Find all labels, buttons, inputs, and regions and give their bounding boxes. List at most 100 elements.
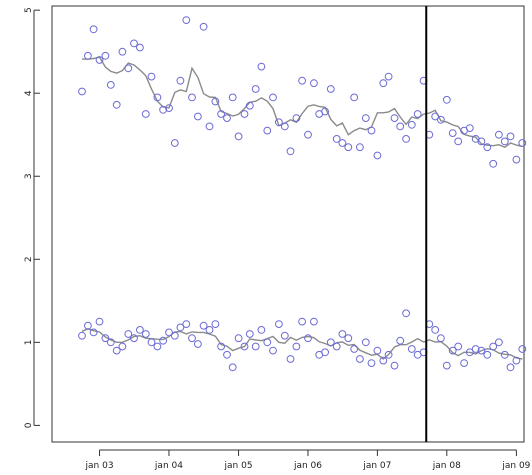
x-tick-label: jan 09 [501, 461, 530, 471]
data-point [321, 107, 330, 116]
data-point [361, 114, 370, 122]
data-points [78, 16, 527, 372]
data-point [506, 132, 515, 141]
data-point [460, 359, 469, 368]
data-point [361, 338, 370, 347]
axes: 0 1 2 3 4 5 jan 03 jan 04 jan 05 jan 06 jan 07 jan … [24, 5, 531, 471]
data-point [106, 81, 115, 89]
data-point [245, 101, 254, 110]
data-point [407, 345, 416, 353]
data-point [257, 62, 266, 71]
data-point [194, 112, 202, 121]
data-point [95, 317, 104, 326]
data-point [454, 342, 463, 351]
data-point [413, 110, 422, 118]
data-point [89, 25, 98, 34]
data-point [384, 350, 393, 359]
data-point [437, 334, 445, 343]
data-point [228, 93, 237, 102]
data-point [477, 346, 486, 355]
data-point [245, 330, 254, 338]
data-point [396, 122, 405, 131]
data-point [199, 321, 208, 330]
data-point [223, 114, 231, 122]
data-point [442, 95, 451, 104]
data-point [367, 359, 376, 368]
data-point [326, 338, 335, 347]
data-point [407, 120, 416, 129]
data-point [500, 350, 509, 359]
data-point [471, 345, 480, 353]
data-point [84, 51, 92, 60]
data-point [101, 334, 110, 343]
y-tick-label: 5 [24, 7, 34, 13]
data-point [165, 328, 173, 337]
data-point [326, 85, 335, 93]
data-point [350, 345, 359, 353]
data-point [257, 326, 266, 334]
data-point [431, 326, 440, 334]
data-point [338, 330, 347, 338]
y-tick-label: 1 [24, 339, 34, 345]
data-point [269, 93, 277, 102]
data-point [182, 320, 191, 329]
trend-line-series-1 [81, 56, 523, 149]
y-tick-label: 3 [24, 173, 34, 179]
data-point [263, 126, 272, 135]
data-point [280, 331, 289, 340]
data-point [159, 105, 168, 114]
data-point [251, 85, 260, 93]
data-point [431, 112, 440, 121]
data-point [78, 87, 86, 96]
data-point [390, 114, 399, 122]
data-point [286, 355, 295, 363]
data-point [304, 334, 312, 343]
data-point [182, 16, 191, 25]
data-point [240, 110, 249, 118]
data-point [489, 159, 498, 168]
x-tick-label: jan 08 [432, 461, 461, 471]
trend-line-series-2 [81, 328, 523, 360]
plot-frame [51, 5, 525, 443]
data-point [367, 126, 376, 135]
data-point [112, 100, 121, 109]
data-point [240, 342, 249, 351]
data-point [379, 356, 388, 365]
data-point [234, 132, 243, 141]
data-point [194, 340, 202, 348]
data-point [136, 326, 144, 334]
data-point [292, 114, 301, 122]
data-point [373, 346, 382, 355]
data-point [465, 124, 474, 133]
data-point [379, 79, 388, 88]
data-point [448, 346, 457, 355]
data-point [136, 43, 144, 52]
data-point [153, 93, 162, 102]
data-point [147, 338, 156, 347]
data-point [124, 64, 133, 73]
data-point [130, 39, 138, 48]
data-point [344, 334, 353, 343]
data-point [275, 320, 283, 329]
data-point [280, 122, 289, 131]
data-point [106, 338, 115, 347]
data-point [442, 361, 451, 370]
data-point [350, 93, 359, 102]
data-point [251, 342, 260, 351]
x-tick-label: jan 06 [293, 461, 322, 471]
data-point [298, 317, 307, 326]
data-point [483, 143, 492, 152]
data-point [118, 342, 127, 351]
data-point [338, 139, 347, 147]
data-point [286, 147, 295, 156]
data-point [188, 93, 196, 102]
data-point [483, 350, 492, 359]
data-point [332, 342, 341, 351]
data-point [176, 76, 185, 85]
y-tick-label: 2 [24, 256, 34, 262]
data-point [205, 326, 214, 334]
data-point [448, 129, 457, 138]
data-point [518, 345, 527, 353]
data-point [373, 151, 382, 160]
data-point [512, 356, 521, 365]
